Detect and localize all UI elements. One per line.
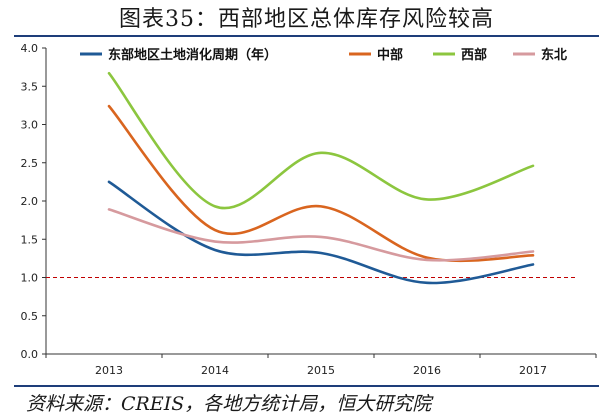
legend-label-1: 中部	[377, 47, 403, 63]
line-chart: 0.0 0.5 1.0 1.5 2.0 2.5 3.0 3.5 4.0 2013 2014 2015 2…	[21, 42, 597, 377]
chart-axes: 0.0 0.5 1.0 1.5 2.0 2.5 3.0 3.5 4.0 2013 2014 2015 2…	[21, 42, 597, 377]
series-line-3	[107, 208, 535, 262]
y-tick-label: 3.5	[21, 80, 39, 93]
chart-title-bar: 图表35：西部地区总体库存风险较高	[0, 0, 613, 34]
y-tick-label: 4.0	[21, 42, 39, 55]
y-tick-label: 0.0	[21, 348, 39, 361]
y-tick-label: 1.5	[21, 233, 39, 246]
x-tick-label: 2016	[413, 364, 441, 377]
legend-label-3: 东北	[541, 47, 567, 63]
x-tick-label: 2015	[307, 364, 335, 377]
source-rule	[14, 385, 599, 387]
y-tick-label: 2.5	[21, 157, 39, 170]
x-tick-label: 2014	[201, 364, 229, 377]
y-tick-label: 1.0	[21, 272, 39, 285]
chart-series	[107, 71, 535, 285]
chart-legend: 东部地区土地消化周期（年） 中部 西部 东北	[80, 47, 567, 63]
series-line-0	[107, 180, 535, 285]
y-tick-label: 0.5	[21, 310, 39, 323]
source-note: 资料来源：CREIS，各地方统计局，恒大研究院	[26, 393, 432, 415]
series-line-2	[107, 71, 535, 210]
legend-label-0: 东部地区土地消化周期（年）	[108, 47, 277, 63]
x-tick-label: 2013	[95, 364, 123, 377]
y-tick-label: 3.0	[21, 119, 39, 132]
title-rule	[14, 35, 599, 37]
chart-title: 图表35：西部地区总体库存风险较高	[119, 7, 494, 32]
legend-label-2: 西部	[461, 47, 487, 63]
x-tick-label: 2017	[519, 364, 547, 377]
y-tick-label: 2.0	[21, 195, 39, 208]
